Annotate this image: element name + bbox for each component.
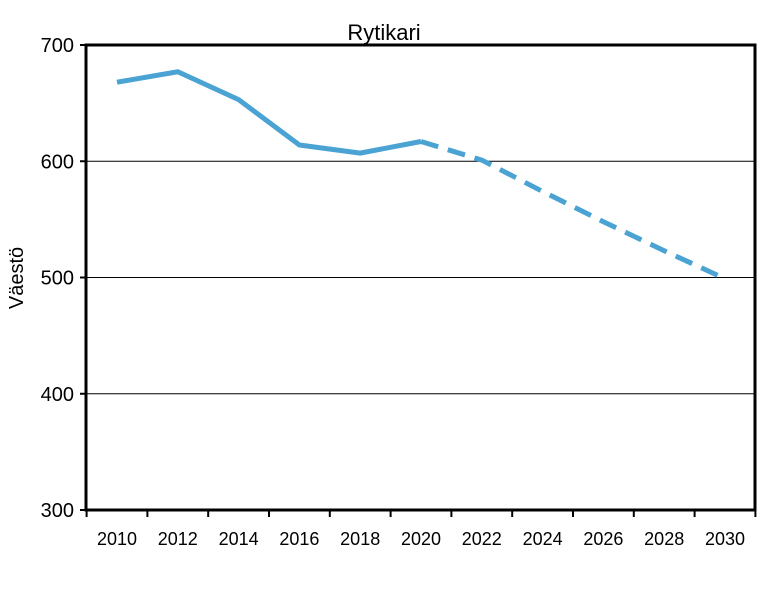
chart-title: Rytikari <box>347 20 420 45</box>
x-tick-label: 2028 <box>644 529 684 549</box>
x-tick-label: 2012 <box>158 529 198 549</box>
projected-series-line <box>420 139 727 281</box>
y-tick-label: 500 <box>41 268 74 290</box>
x-tick-label: 2026 <box>583 529 623 549</box>
data-series <box>116 69 727 281</box>
y-tick-label: 300 <box>41 500 74 522</box>
plot-area-frame <box>84 43 757 512</box>
y-tick-label: 700 <box>41 35 74 57</box>
x-tick-label: 2022 <box>462 529 502 549</box>
y-axis-ticks: 300 400 500 600 700 <box>41 35 86 522</box>
x-axis-ticks: 2010 2012 2014 2016 2018 2020 2022 2024 2026 2028… <box>85 510 757 549</box>
y-axis-label: Väestö <box>6 247 28 309</box>
gridlines <box>86 160 755 395</box>
observed-series-line <box>116 69 422 156</box>
y-tick-label: 600 <box>41 151 74 173</box>
x-tick-label: 2010 <box>97 529 137 549</box>
x-tick-label: 2024 <box>523 529 563 549</box>
y-tick-label: 400 <box>41 384 74 406</box>
x-tick-label: 2030 <box>705 529 745 549</box>
x-tick-label: 2016 <box>279 529 319 549</box>
x-tick-label: 2014 <box>219 529 259 549</box>
x-tick-label: 2020 <box>401 529 441 549</box>
x-tick-label: 2018 <box>340 529 380 549</box>
